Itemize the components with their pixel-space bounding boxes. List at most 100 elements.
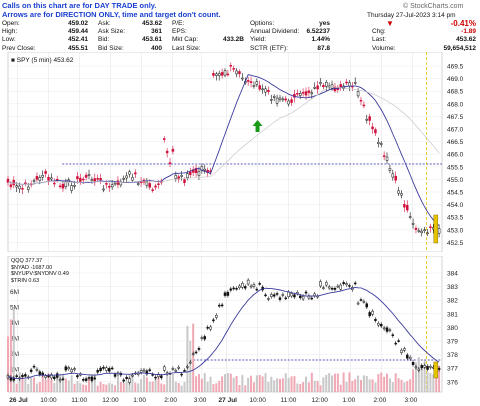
volume-bar [131, 373, 134, 392]
candle [32, 365, 36, 368]
candle [73, 368, 76, 370]
candle [325, 82, 328, 87]
price-chart[interactable]: 469.5 469.0 468.5 468.0 467.5 467.0 466.5 466.0… [0, 52, 480, 252]
volume-bar [278, 378, 281, 392]
candle [81, 379, 85, 381]
candle [220, 304, 224, 307]
note-day-trade: Calls on this chart are for DAY TRADE on… [2, 1, 157, 10]
quote-value: 459.44 [68, 28, 88, 36]
candle [212, 73, 215, 76]
volume-bar [284, 373, 287, 392]
y-tick-label: 467.0 [447, 127, 464, 134]
volume-bar [9, 319, 12, 392]
volume-bar [394, 373, 397, 392]
candle [339, 84, 342, 88]
candle [423, 229, 426, 231]
quote-value: 455.51 [68, 44, 88, 52]
candle [226, 73, 230, 76]
candle [215, 73, 218, 76]
volume-bar [287, 378, 290, 392]
volume-bar [114, 385, 117, 392]
volume-bar [250, 375, 253, 392]
candle [35, 176, 39, 180]
quote-label: Low: [2, 36, 16, 44]
volume-bar [154, 379, 157, 392]
volume-bar [169, 376, 172, 392]
volume-bar [90, 376, 93, 392]
volume-bar [241, 375, 244, 392]
candle [44, 375, 47, 378]
x-tick-label: 2:00 [374, 397, 387, 404]
candle [105, 367, 108, 371]
pct-change: -0.41% [450, 19, 476, 28]
volume-bar [50, 379, 53, 392]
candle [108, 186, 111, 188]
candle [319, 82, 322, 84]
legend-nyupv: $NYUPV:$NYDNV 0.49 [11, 271, 69, 277]
y-tick-label: 454.0 [447, 202, 464, 209]
up-arrow-icon [252, 120, 263, 132]
candle [267, 298, 270, 300]
volume-bar [426, 372, 429, 392]
candle [96, 370, 99, 373]
candle [90, 179, 94, 181]
volume-tick-label: 6M [10, 289, 19, 296]
volume-bar [93, 373, 96, 392]
volume-bar [18, 372, 21, 392]
candle [411, 362, 415, 365]
note-direction-only: Arrows are for DIRECTION ONLY, time and … [2, 10, 221, 19]
volume-bar [313, 380, 316, 392]
candle [298, 295, 302, 299]
candle [388, 168, 392, 171]
candle [189, 361, 192, 364]
candle [226, 291, 230, 296]
candle [238, 71, 241, 75]
x-tick-label: 12:00 [312, 397, 329, 404]
qqq-chart[interactable]: 3843833823813803793783773766M5M4M3M2M1M2… [0, 256, 480, 406]
quote-value: 453.61 [142, 36, 162, 44]
volume-bar [15, 383, 18, 392]
volume-bar [215, 383, 218, 392]
candle [223, 292, 227, 296]
candle [87, 377, 91, 379]
y-tick-label: 466.5 [447, 139, 464, 146]
quote-value: yes [319, 20, 330, 27]
x-tick-label: 11:00 [71, 397, 87, 404]
candle [53, 182, 56, 185]
volume-bar [30, 377, 33, 392]
candle [15, 185, 18, 188]
volume-bar [122, 383, 125, 392]
volume-bar [116, 375, 119, 392]
candle [186, 366, 189, 368]
moving-average-line [7, 287, 440, 380]
y-tick-label: 453.0 [447, 227, 464, 234]
volume-bar [111, 383, 114, 392]
candle [148, 369, 152, 371]
quote-value: 6.52237 [306, 28, 331, 36]
quote-label: Options: [250, 20, 275, 27]
candle [267, 89, 270, 92]
candle [345, 81, 348, 84]
volume-bar [345, 381, 348, 392]
candle [241, 283, 244, 288]
candle [6, 178, 10, 183]
candle [87, 174, 91, 176]
volume-bar [368, 379, 371, 392]
candle [162, 138, 166, 140]
quote-label: SCTR (ETF): [250, 44, 288, 52]
volume-bar [406, 381, 409, 392]
volume-bar [354, 379, 357, 392]
candle [183, 370, 186, 372]
candle [142, 369, 146, 372]
candle [203, 336, 206, 340]
candle [258, 85, 261, 90]
candle [330, 287, 334, 290]
candle [151, 189, 154, 191]
volume-bar [365, 375, 368, 392]
candle [310, 297, 314, 300]
volume-bar [273, 380, 276, 392]
candle [374, 318, 377, 321]
candle [403, 204, 406, 208]
volume-bar [386, 373, 389, 392]
candle [174, 370, 178, 372]
